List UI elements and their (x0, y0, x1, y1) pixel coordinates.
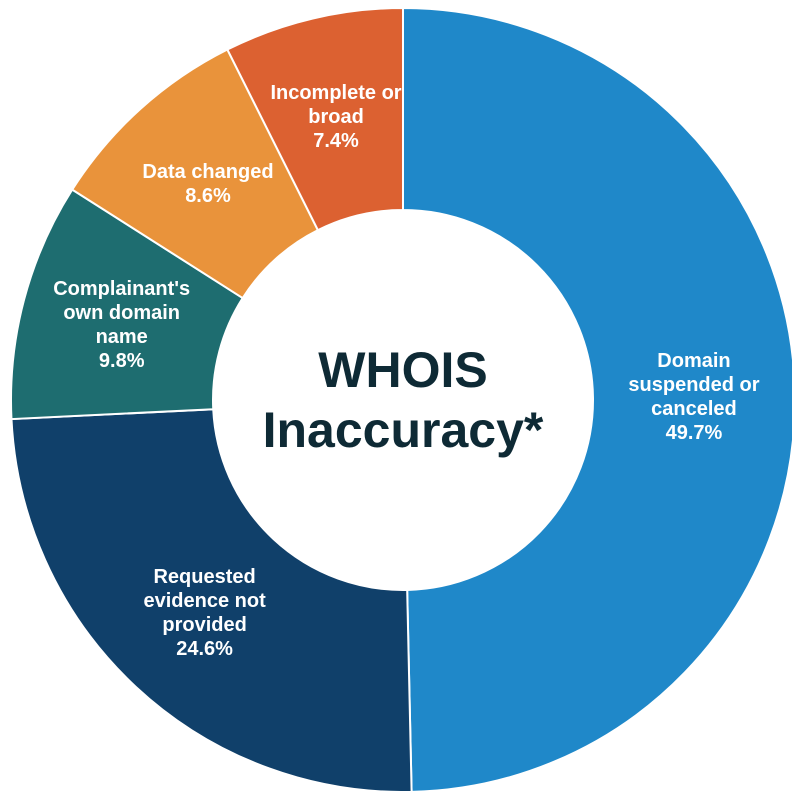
category-label: Complainant's own domain name (53, 278, 191, 349)
donut-hole (213, 210, 593, 590)
slice-label: Incomplete or broad 7.4% (256, 81, 416, 153)
value-label: 7.4% (313, 129, 359, 152)
category-label: Domain suspended or canceled (628, 349, 760, 420)
slice-label: Data changed 8.6% (128, 160, 288, 208)
slice-label: Requested evidence not provided 24.6% (125, 565, 285, 661)
value-label: 24.6% (176, 637, 233, 660)
slice-label: Domain suspended or canceled 49.7% (614, 349, 774, 445)
value-label: 49.7% (665, 421, 723, 444)
chart-title: WHOIS Inaccuracy* (262, 342, 544, 458)
value-label: 9.8% (98, 350, 145, 373)
value-label: 8.6% (185, 185, 231, 207)
category-label: Incomplete or broad (270, 81, 402, 128)
slice-label: Complainant's own domain name 9.8% (42, 277, 202, 373)
category-label: Requested evidence not provided (143, 565, 266, 636)
category-label: Data changed (142, 161, 274, 183)
